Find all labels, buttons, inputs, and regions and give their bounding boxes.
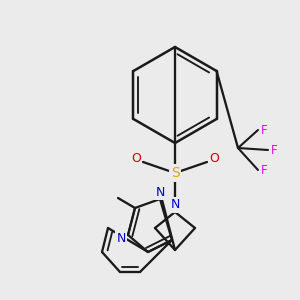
Text: F: F: [261, 164, 267, 176]
Text: F: F: [261, 124, 267, 136]
Text: F: F: [271, 143, 277, 157]
Text: N: N: [116, 232, 126, 244]
Text: N: N: [155, 185, 165, 199]
Text: O: O: [209, 152, 219, 164]
Text: O: O: [131, 152, 141, 164]
Text: N: N: [170, 199, 180, 212]
Text: S: S: [171, 166, 179, 180]
